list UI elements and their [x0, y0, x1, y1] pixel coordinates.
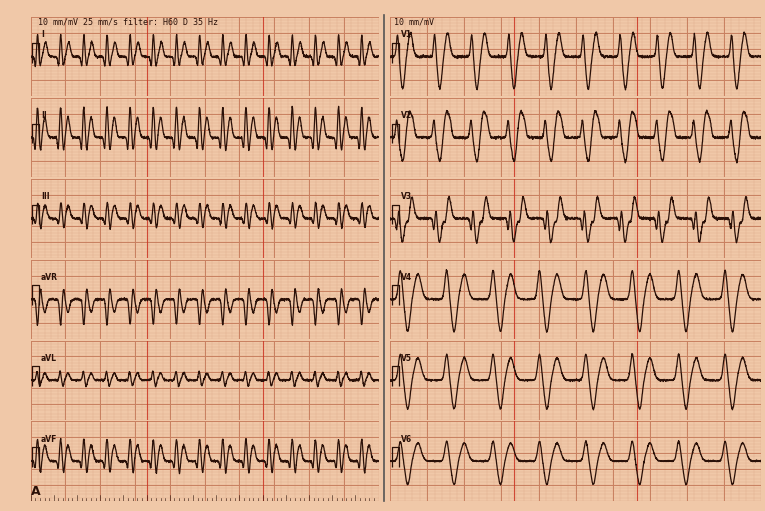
Text: V3: V3	[402, 192, 412, 201]
Text: V6: V6	[402, 435, 412, 444]
Text: V1: V1	[402, 30, 412, 39]
Text: I: I	[41, 30, 44, 39]
Text: aVL: aVL	[41, 354, 57, 363]
Text: V5: V5	[402, 354, 412, 363]
Text: aVF: aVF	[41, 435, 57, 444]
Text: 10 mm/mV: 10 mm/mV	[394, 18, 434, 27]
Text: 10 mm/mV 25 mm/s filter: H60 D 35 Hz: 10 mm/mV 25 mm/s filter: H60 D 35 Hz	[38, 18, 218, 27]
Text: V4: V4	[402, 273, 412, 282]
Text: V2: V2	[402, 111, 412, 120]
Text: II: II	[41, 111, 47, 120]
Text: III: III	[41, 192, 50, 201]
Text: aVR: aVR	[41, 273, 58, 282]
Text: A: A	[31, 485, 41, 498]
